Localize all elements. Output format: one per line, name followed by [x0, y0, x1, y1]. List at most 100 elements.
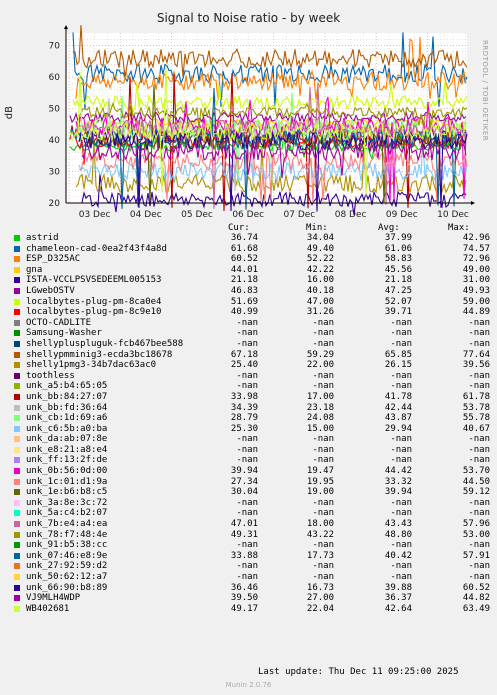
legend-cur-value: 39.50: [230, 593, 258, 604]
legend-item: unk_0b:56:0d:00 39.94 19.47 44.42 53.70: [12, 466, 492, 477]
legend-max-value: 44.89: [462, 307, 490, 318]
legend-max-value: 55.78: [462, 413, 490, 424]
legend-max-value: 60.52: [462, 582, 490, 593]
legend-max-value: 72.96: [462, 254, 490, 265]
legend-series-name: unk_cb:1d:69:a6: [26, 413, 108, 424]
series-line: [81, 173, 467, 215]
legend-avg-value: -nan: [390, 561, 412, 572]
legend-cur-value: 47.01: [230, 519, 258, 530]
legend-cur-value: 60.52: [230, 254, 258, 265]
legend-max-value: 44.82: [462, 593, 490, 604]
chart-title: Signal to Noise ratio - by week: [156, 11, 341, 25]
legend-min-value: -nan: [312, 508, 334, 519]
legend-series-name: unk_da:ab:07:8e: [26, 434, 108, 445]
legend-series-name: chameleon-cad-0ea2f43f4a8d: [26, 243, 167, 254]
legend-avg-value: 42.64: [384, 603, 412, 614]
legend-min-value: 27.00: [306, 593, 334, 604]
legend-swatch: [14, 298, 20, 305]
legend-max-value: -nan: [468, 317, 490, 328]
legend-min-value: 19.47: [306, 466, 334, 477]
legend-cur-value: 33.88: [230, 550, 258, 561]
legend-min-value: -nan: [312, 561, 334, 572]
legend-avg-value: -nan: [390, 497, 412, 508]
legend-item: Samsung-Washer -nan -nan -nan -nan: [12, 328, 492, 339]
legend-item: localbytes-plug-pm-8ca0e4 51.69 47.00 52.07…: [12, 297, 492, 308]
legend-avg-value: -nan: [390, 381, 412, 392]
legend-cur-value: -nan: [236, 328, 258, 339]
legend-cur-value: -nan: [236, 434, 258, 445]
legend-item: VJ9MLH4WDP 39.50 27.00 36.37 44.82: [12, 593, 492, 604]
series-line: [75, 37, 467, 101]
legend-series-name: WB402681: [26, 603, 70, 614]
legend-item: unk_27:92:59:d2 -nan -nan -nan -nan: [12, 561, 492, 572]
legend-swatch: [14, 489, 20, 496]
legend-item: unk_91:b5:38:cc -nan -nan -nan -nan: [12, 540, 492, 551]
legend-series-name: unk_7b:e4:a4:ea: [26, 519, 108, 530]
legend-item: ESP_D325AC 60.52 52.22 58.83 72.96: [12, 254, 492, 265]
legend-swatch: [14, 415, 20, 422]
legend-max-value: 49.93: [462, 285, 490, 296]
series-line: [72, 25, 468, 78]
legend-series-name: ESP_D325AC: [26, 254, 81, 265]
legend-swatch: [14, 521, 20, 528]
legend-min-value: 17.73: [306, 550, 334, 561]
legend-max-value: 31.00: [462, 275, 490, 286]
legend-avg-value: -nan: [390, 317, 412, 328]
legend-avg-value: 39.94: [384, 487, 412, 498]
legend-min-value: 40.18: [306, 285, 334, 296]
legend-max-value: 42.96: [462, 233, 490, 243]
legend-item: unk_50:62:12:a7 -nan -nan -nan -nan: [12, 572, 492, 583]
legend-min-value: 52.22: [306, 254, 334, 265]
series-line: [81, 140, 467, 179]
legend-min-value: 42.22: [306, 264, 334, 275]
legend-cur-value: 61.68: [230, 243, 258, 254]
x-tick-label: 09 Dec: [386, 210, 418, 220]
legend-cur-value: -nan: [236, 370, 258, 381]
legend-item: shellypmminig3-ecda3bc18678 67.18 59.29 65.…: [12, 350, 492, 361]
legend-item: localbytes-plug-pm-8c9e10 40.99 31.26 39.71…: [12, 307, 492, 318]
legend-max-value: -nan: [468, 540, 490, 551]
y-tick-label: 40: [49, 136, 61, 146]
legend-swatch: [14, 351, 20, 358]
legend-max-value: -nan: [468, 338, 490, 349]
legend-header-max: Max:: [448, 223, 470, 233]
x-tick-label: 06 Dec: [232, 210, 264, 220]
legend-max-value: 74.57: [462, 243, 490, 254]
series-line: [78, 101, 468, 129]
legend-avg-value: 48.80: [384, 529, 412, 540]
legend-cur-value: 30.04: [230, 487, 258, 498]
legend-avg-value: 43.43: [384, 519, 412, 530]
legend-min-value: 19.00: [306, 487, 334, 498]
legend-cur-value: 34.39: [230, 402, 258, 413]
legend-series-name: unk_78:f7:48:4e: [26, 529, 108, 540]
legend-max-value: -nan: [468, 444, 490, 455]
legend-min-value: -nan: [312, 497, 334, 508]
legend-item: unk_78:f7:48:4e 49.31 43.22 48.80 53.00: [12, 530, 492, 541]
legend-header-min: Min:: [306, 223, 328, 233]
legend-swatch: [14, 277, 20, 284]
legend-avg-value: 45.56: [384, 264, 412, 275]
plot-area: 03 Dec 04 Dec 05 Dec 06 Dec 07 Dec 08 Dec 09 D…: [49, 25, 475, 220]
legend-item: unk_7b:e4:a4:ea 47.01 18.00 43.43 57.96: [12, 519, 492, 530]
legend-min-value: -nan: [312, 540, 334, 551]
legend-max-value: 53.78: [462, 402, 490, 413]
legend-series-name: ISTA-VCCLPSVSEDEEML005153: [26, 275, 162, 286]
series-line: [75, 142, 467, 194]
legend-series-name: OCTO-CADLITE: [26, 317, 92, 328]
legend-cur-value: 25.30: [230, 423, 258, 434]
legend-avg-value: 33.32: [384, 476, 412, 487]
series-line: [81, 84, 467, 204]
legend-series-name: astrid: [26, 233, 59, 243]
legend-item: astrid 36.74 34.04 37.99 42.96: [12, 233, 492, 244]
legend-swatch: [14, 245, 20, 252]
legend-max-value: 57.91: [462, 550, 490, 561]
legend-series-name: unk_07:46:e8:9e: [26, 550, 108, 561]
legend-item: chameleon-cad-0ea2f43f4a8d 61.68 49.40 61.0…: [12, 244, 492, 255]
legend-series-name: shelly1pmg3-34b7dac63ac0: [26, 360, 157, 371]
legend-series-name: unk_0b:56:0d:00: [26, 466, 108, 477]
y-tick-label: 50: [49, 105, 61, 115]
legend-avg-value: -nan: [390, 572, 412, 582]
legend-min-value: 34.04: [306, 233, 334, 243]
legend-cur-value: 51.69: [230, 296, 258, 307]
legend-swatch: [14, 457, 20, 464]
